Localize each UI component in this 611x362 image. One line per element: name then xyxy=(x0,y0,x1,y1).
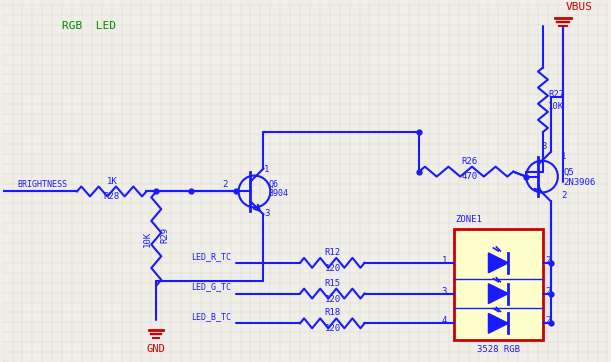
Text: ZONE1: ZONE1 xyxy=(456,215,483,224)
Text: 3528 RGB: 3528 RGB xyxy=(477,345,520,354)
Polygon shape xyxy=(488,253,508,273)
Text: Q5: Q5 xyxy=(564,168,574,177)
Text: R15: R15 xyxy=(325,279,341,288)
Text: R18: R18 xyxy=(325,308,341,317)
Text: 2: 2 xyxy=(222,180,228,189)
Text: R27: R27 xyxy=(548,90,564,99)
Text: 3: 3 xyxy=(265,209,269,218)
Text: 120: 120 xyxy=(325,324,341,333)
Text: 1: 1 xyxy=(442,256,447,265)
Text: R28: R28 xyxy=(104,192,120,201)
Polygon shape xyxy=(488,284,508,303)
Text: 2: 2 xyxy=(545,316,551,325)
Bar xyxy=(454,229,543,340)
Text: GND: GND xyxy=(147,344,166,354)
Text: 2N3906: 2N3906 xyxy=(564,177,596,186)
Text: 470: 470 xyxy=(461,172,477,181)
Text: 1K: 1K xyxy=(107,177,117,186)
Text: LED_R_TC: LED_R_TC xyxy=(191,252,230,261)
Text: 3904: 3904 xyxy=(268,189,288,198)
Text: 2: 2 xyxy=(545,287,551,296)
Text: LED_G_TC: LED_G_TC xyxy=(191,283,230,292)
Text: R29: R29 xyxy=(160,227,169,243)
Text: RGB  LED: RGB LED xyxy=(62,21,116,31)
Text: 3: 3 xyxy=(442,287,447,296)
Text: 2: 2 xyxy=(561,191,566,201)
Text: R26: R26 xyxy=(461,157,477,166)
Text: Q6: Q6 xyxy=(268,180,279,189)
Text: 1: 1 xyxy=(265,165,269,174)
Text: 10K: 10K xyxy=(142,231,152,247)
Text: 1: 1 xyxy=(561,152,566,161)
Text: 4: 4 xyxy=(442,316,447,325)
Text: R12: R12 xyxy=(325,248,341,257)
Text: 120: 120 xyxy=(325,264,341,273)
Text: 2: 2 xyxy=(545,256,551,265)
Text: 3: 3 xyxy=(541,142,546,151)
Polygon shape xyxy=(488,313,508,333)
Text: 10K: 10K xyxy=(548,102,564,111)
Text: BRIGHTNESS: BRIGHTNESS xyxy=(18,181,67,189)
Text: VBUS: VBUS xyxy=(566,2,593,12)
Text: 120: 120 xyxy=(325,295,341,303)
Text: LED_B_TC: LED_B_TC xyxy=(191,312,230,321)
